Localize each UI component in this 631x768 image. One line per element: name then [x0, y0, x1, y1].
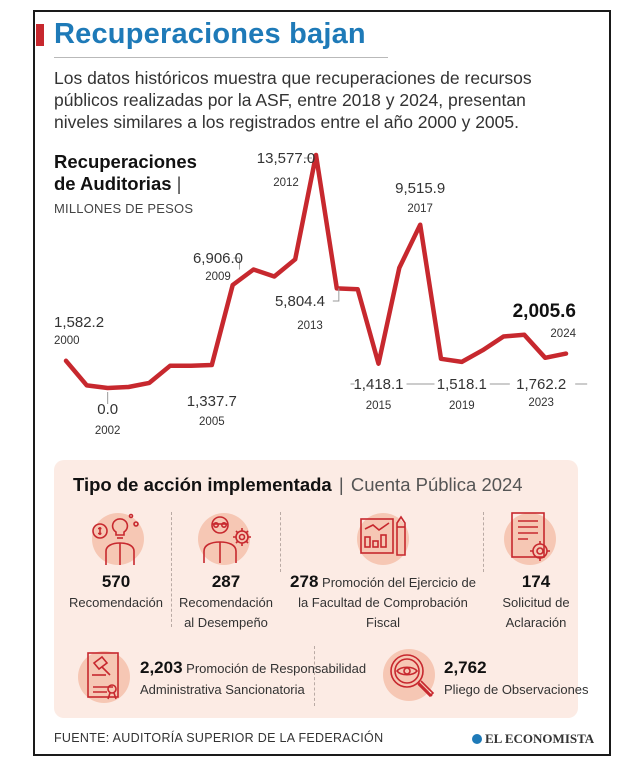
- year-label: 2012: [273, 177, 299, 189]
- action-item-aclaracion: 174 Solicitud de Aclaración: [486, 571, 586, 633]
- actions-title: Tipo de acción implementada | Cuenta Púb…: [73, 474, 523, 496]
- chart-title-pipe: |: [176, 173, 182, 194]
- brand-logo: EL ECONOMISTA: [472, 731, 594, 747]
- divider: [280, 512, 281, 572]
- divider: [314, 646, 315, 706]
- leader-line: [233, 257, 240, 270]
- actions-title-sub: Cuenta Pública 2024: [350, 474, 523, 495]
- action-item-facultad-fiscal: 278 Promoción del Ejercicio de la Facult…: [290, 571, 476, 633]
- chart-title-line1: Recuperaciones: [54, 151, 197, 172]
- person-gear-icon: [196, 507, 256, 567]
- data-label: 2,005.6: [513, 301, 576, 322]
- divider: [483, 512, 484, 572]
- action-number: 2,762: [444, 658, 487, 677]
- action-number: 570: [101, 572, 131, 591]
- line-chart: 1,582.2 2000 0.0 2002 1,337.7 2005 6,906.0 2009…: [54, 150, 588, 437]
- title-underline: [54, 57, 388, 58]
- year-label: 2019: [449, 400, 475, 412]
- divider: [171, 512, 172, 627]
- magnifier-eye-icon: [381, 645, 441, 705]
- year-label: 2023: [528, 397, 554, 409]
- action-number: 287: [211, 572, 241, 591]
- data-label: 5,804.4: [275, 293, 325, 310]
- data-label: 1,762.2: [516, 376, 566, 393]
- data-label: 9,515.9: [395, 180, 445, 197]
- action-item-desempeno: 287 Recomendación al Desempeño: [170, 571, 282, 633]
- series-line: [63, 152, 569, 391]
- actions-title-separator: |: [338, 474, 344, 495]
- action-label: la Facultad de Comprobación Fiscal: [298, 595, 468, 630]
- year-label: 2015: [366, 400, 392, 412]
- page-title: Recuperaciones bajan: [54, 18, 366, 50]
- year-label: 2005: [199, 416, 225, 428]
- action-item-responsabilidad: 2,203 Promoción de Responsabilidad Admin…: [140, 657, 366, 700]
- chart-subtitle: MILLONES DE PESOS: [54, 201, 194, 216]
- year-label: 2009: [205, 271, 231, 283]
- globe-icon: [472, 734, 482, 744]
- lede-text: Los datos históricos muestra que recuper…: [54, 68, 532, 132]
- presentation-chart-icon: [353, 507, 413, 567]
- year-label: 2000: [54, 335, 80, 347]
- year-label: 2024: [550, 328, 576, 340]
- data-label: 13,577.0: [257, 150, 315, 167]
- document-gear-icon: [500, 507, 560, 567]
- gavel-document-icon: [74, 645, 134, 705]
- action-label: Administrativa Sancionatoria: [140, 682, 305, 697]
- action-label: Pliego de Observaciones: [444, 682, 589, 697]
- data-label: 1,518.1: [437, 376, 487, 393]
- data-label: 1,582.2: [54, 314, 104, 331]
- actions-title-bold: Tipo de acción implementada: [73, 474, 332, 495]
- action-item-recomendacion: 570 Recomendación: [64, 571, 168, 613]
- action-label: Solicitud de: [502, 595, 570, 610]
- action-label: Promoción de Responsabilidad: [186, 661, 367, 676]
- data-label: 0.0: [97, 401, 118, 418]
- source-note: FUENTE: AUDITORÍA SUPERIOR DE LA FEDERAC…: [54, 731, 384, 745]
- action-item-pliego: 2,762 Pliego de Observaciones: [444, 657, 589, 700]
- data-label: 1,418.1: [353, 376, 403, 393]
- action-label: Aclaración: [505, 615, 567, 630]
- data-label: 6,906.0: [193, 250, 243, 267]
- action-label: Promoción del Ejercicio de: [322, 575, 476, 590]
- action-label: Recomendación: [179, 595, 273, 610]
- action-label: Recomendación: [69, 595, 163, 610]
- action-label: al Desempeño: [184, 615, 268, 630]
- action-number: 278: [290, 572, 319, 591]
- data-label: 1,337.7: [187, 393, 237, 410]
- title-accent-bar: [36, 24, 44, 46]
- leader-line: [332, 288, 340, 302]
- year-label: 2002: [95, 425, 121, 437]
- actions-panel: [54, 460, 578, 718]
- action-number: 174: [521, 572, 551, 591]
- year-label: 2013: [297, 320, 323, 332]
- year-label: 2017: [407, 203, 433, 215]
- action-number: 2,203: [140, 658, 183, 677]
- money-idea-person-icon: [86, 507, 146, 567]
- chart-title: Recuperaciones de Auditorias |: [54, 151, 234, 195]
- chart-title-line2: de Auditorias: [54, 173, 172, 194]
- brand-name: EL ECONOMISTA: [485, 731, 595, 746]
